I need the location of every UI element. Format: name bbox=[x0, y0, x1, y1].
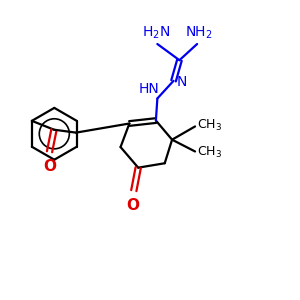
Text: N: N bbox=[177, 75, 188, 89]
Text: NH$_2$: NH$_2$ bbox=[185, 25, 212, 41]
Text: CH$_3$: CH$_3$ bbox=[196, 118, 222, 133]
Text: CH$_3$: CH$_3$ bbox=[196, 145, 222, 160]
Text: H$_2$N: H$_2$N bbox=[142, 25, 170, 41]
Text: O: O bbox=[126, 198, 139, 213]
Text: O: O bbox=[43, 159, 56, 174]
Text: HN: HN bbox=[138, 82, 159, 96]
